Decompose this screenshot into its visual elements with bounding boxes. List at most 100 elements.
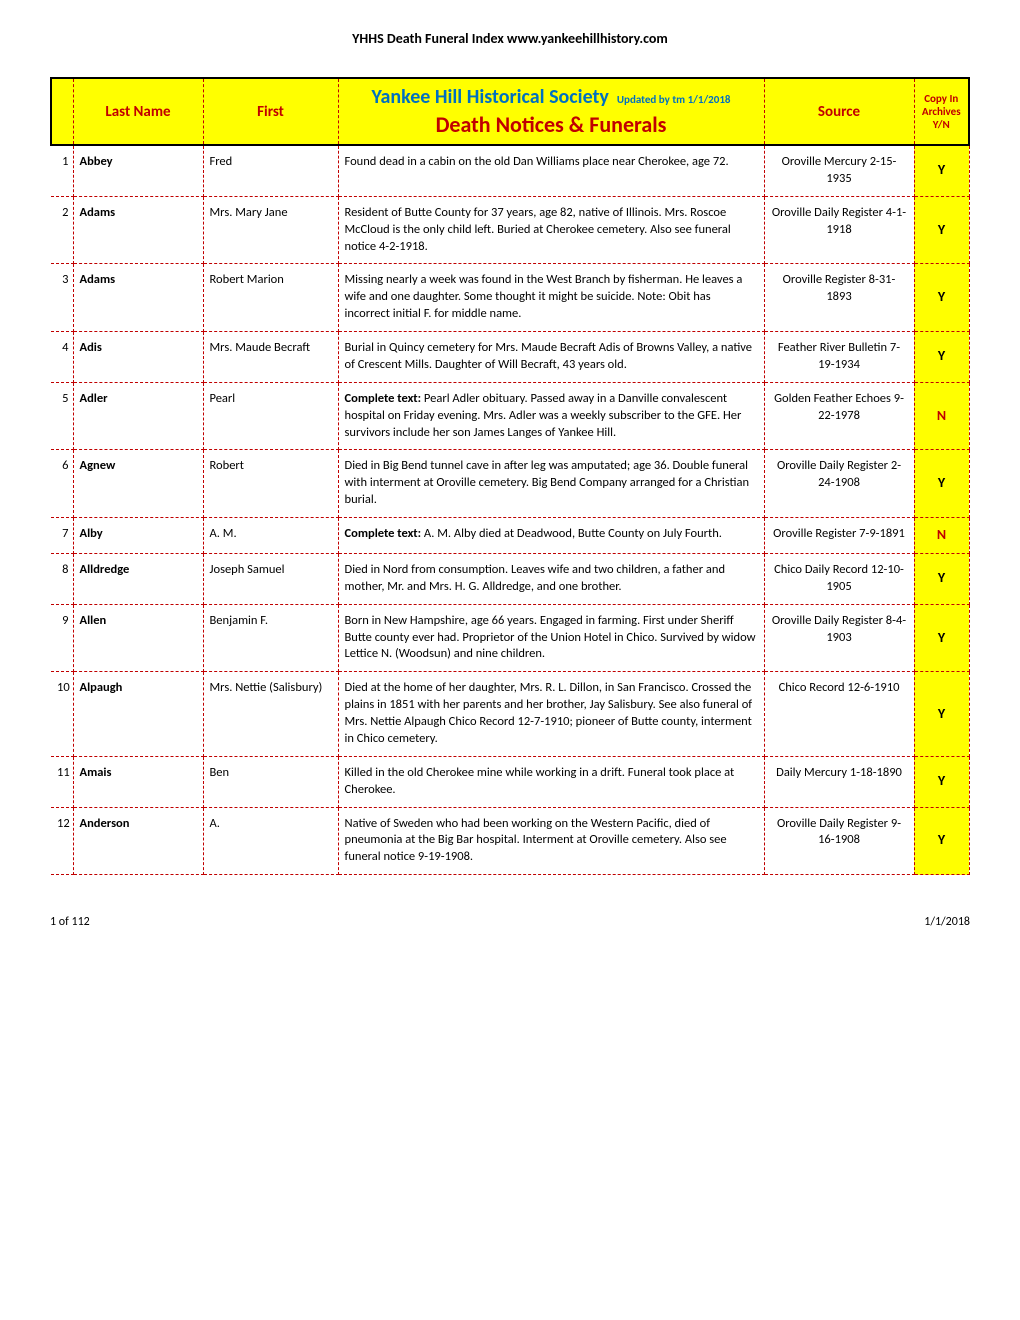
- first-name-cell: Fred: [203, 145, 338, 196]
- first-name-cell: Pearl: [203, 382, 338, 450]
- last-name-cell: Adams: [73, 196, 203, 264]
- first-name-cell: Mrs. Mary Jane: [203, 196, 338, 264]
- archive-cell: Y: [914, 672, 969, 757]
- description-cell: Found dead in a cabin on the old Dan Wil…: [338, 145, 764, 196]
- table-row: 11AmaisBenKilled in the old Cherokee min…: [51, 756, 969, 807]
- header-num: [51, 78, 73, 145]
- archive-cell: Y: [914, 332, 969, 383]
- row-number: 11: [51, 756, 73, 807]
- archive-cell: N: [914, 518, 969, 554]
- row-number: 6: [51, 450, 73, 518]
- table-row: 6AgnewRobertDied in Big Bend tunnel cave…: [51, 450, 969, 518]
- archive-cell: Y: [914, 450, 969, 518]
- death-index-table: Last Name First Yankee Hill Historical S…: [50, 77, 970, 875]
- archive-cell: Y: [914, 604, 969, 672]
- archive-cell: Y: [914, 807, 969, 875]
- last-name-cell: Amais: [73, 756, 203, 807]
- description-cell: Native of Sweden who had been working on…: [338, 807, 764, 875]
- first-name-cell: Ben: [203, 756, 338, 807]
- last-name-cell: Allen: [73, 604, 203, 672]
- description-cell: Died in Nord from consumption. Leaves wi…: [338, 553, 764, 604]
- description-prefix: Complete text:: [345, 526, 424, 541]
- header-archive: Copy In Archives Y/N: [914, 78, 969, 145]
- first-name-cell: Joseph Samuel: [203, 553, 338, 604]
- source-cell: Chico Daily Record 12-10-1905: [764, 553, 914, 604]
- archive-cell: Y: [914, 196, 969, 264]
- society-title: Yankee Hill Historical Society: [372, 85, 609, 109]
- first-name-cell: Benjamin F.: [203, 604, 338, 672]
- first-name-cell: Mrs. Nettie (Salisbury): [203, 672, 338, 757]
- source-cell: Golden Feather Echoes 9-22-1978: [764, 382, 914, 450]
- page-header: YHHS Death Funeral Index www.yankeehillh…: [50, 30, 970, 47]
- archive-cell: Y: [914, 264, 969, 332]
- source-cell: Feather River Bulletin 7-19-1934: [764, 332, 914, 383]
- table-row: 3AdamsRobert MarionMissing nearly a week…: [51, 264, 969, 332]
- source-cell: Oroville Daily Register 8-4-1903: [764, 604, 914, 672]
- description-cell: Complete text: A. M. Alby died at Deadwo…: [338, 518, 764, 554]
- header-last-name: Last Name: [73, 78, 203, 145]
- row-number: 5: [51, 382, 73, 450]
- source-cell: Oroville Register 8-31-1893: [764, 264, 914, 332]
- row-number: 4: [51, 332, 73, 383]
- row-number: 1: [51, 145, 73, 196]
- description-cell: Burial in Quincy cemetery for Mrs. Maude…: [338, 332, 764, 383]
- row-number: 2: [51, 196, 73, 264]
- header-first: First: [203, 78, 338, 145]
- archive-cell: Y: [914, 145, 969, 196]
- last-name-cell: Adams: [73, 264, 203, 332]
- footer-page: 1 of 112: [50, 915, 90, 929]
- table-row: 12AndersonA.Native of Sweden who had bee…: [51, 807, 969, 875]
- archive-cell: Y: [914, 553, 969, 604]
- description-cell: Died in Big Bend tunnel cave in after le…: [338, 450, 764, 518]
- archive-cell: N: [914, 382, 969, 450]
- table-row: 1AbbeyFredFound dead in a cabin on the o…: [51, 145, 969, 196]
- table-row: 10AlpaughMrs. Nettie (Salisbury)Died at …: [51, 672, 969, 757]
- row-number: 8: [51, 553, 73, 604]
- last-name-cell: Adler: [73, 382, 203, 450]
- first-name-cell: Robert: [203, 450, 338, 518]
- table-row: 7AlbyA. M.Complete text: A. M. Alby died…: [51, 518, 969, 554]
- footer-date: 1/1/2018: [924, 915, 970, 929]
- table-row: 9AllenBenjamin F.Born in New Hampshire, …: [51, 604, 969, 672]
- first-name-cell: A. M.: [203, 518, 338, 554]
- row-number: 3: [51, 264, 73, 332]
- header-row: Last Name First Yankee Hill Historical S…: [51, 78, 969, 145]
- description-cell: Resident of Butte County for 37 years, a…: [338, 196, 764, 264]
- source-cell: Oroville Daily Register 2-24-1908: [764, 450, 914, 518]
- first-name-cell: Robert Marion: [203, 264, 338, 332]
- table-row: 4AdisMrs. Maude BecraftBurial in Quincy …: [51, 332, 969, 383]
- last-name-cell: Adis: [73, 332, 203, 383]
- row-number: 12: [51, 807, 73, 875]
- source-cell: Daily Mercury 1-18-1890: [764, 756, 914, 807]
- table-row: 8AlldredgeJoseph SamuelDied in Nord from…: [51, 553, 969, 604]
- last-name-cell: Anderson: [73, 807, 203, 875]
- header-source: Source: [764, 78, 914, 145]
- source-cell: Chico Record 12-6-1910: [764, 672, 914, 757]
- description-prefix: Complete text:: [345, 391, 424, 406]
- last-name-cell: Alby: [73, 518, 203, 554]
- last-name-cell: Agnew: [73, 450, 203, 518]
- source-cell: Oroville Daily Register 9-16-1908: [764, 807, 914, 875]
- last-name-cell: Alpaugh: [73, 672, 203, 757]
- description-cell: Born in New Hampshire, age 66 years. Eng…: [338, 604, 764, 672]
- source-cell: Oroville Daily Register 4-1-1918: [764, 196, 914, 264]
- updated-text: Updated by tm 1/1/2018: [612, 93, 731, 106]
- source-cell: Oroville Mercury 2-15-1935: [764, 145, 914, 196]
- first-name-cell: Mrs. Maude Becraft: [203, 332, 338, 383]
- row-number: 10: [51, 672, 73, 757]
- row-number: 9: [51, 604, 73, 672]
- description-cell: Died at the home of her daughter, Mrs. R…: [338, 672, 764, 757]
- description-cell: Missing nearly a week was found in the W…: [338, 264, 764, 332]
- table-row: 2AdamsMrs. Mary JaneResident of Butte Co…: [51, 196, 969, 264]
- header-title-block: Yankee Hill Historical Society Updated b…: [338, 78, 764, 145]
- source-cell: Oroville Register 7-9-1891: [764, 518, 914, 554]
- row-number: 7: [51, 518, 73, 554]
- table-row: 5AdlerPearlComplete text: Pearl Adler ob…: [51, 382, 969, 450]
- archive-cell: Y: [914, 756, 969, 807]
- first-name-cell: A.: [203, 807, 338, 875]
- description-cell: Complete text: Pearl Adler obituary. Pas…: [338, 382, 764, 450]
- page-footer: 1 of 112 1/1/2018: [50, 915, 970, 929]
- last-name-cell: Alldredge: [73, 553, 203, 604]
- death-title: Death Notices & Funerals: [343, 111, 760, 138]
- last-name-cell: Abbey: [73, 145, 203, 196]
